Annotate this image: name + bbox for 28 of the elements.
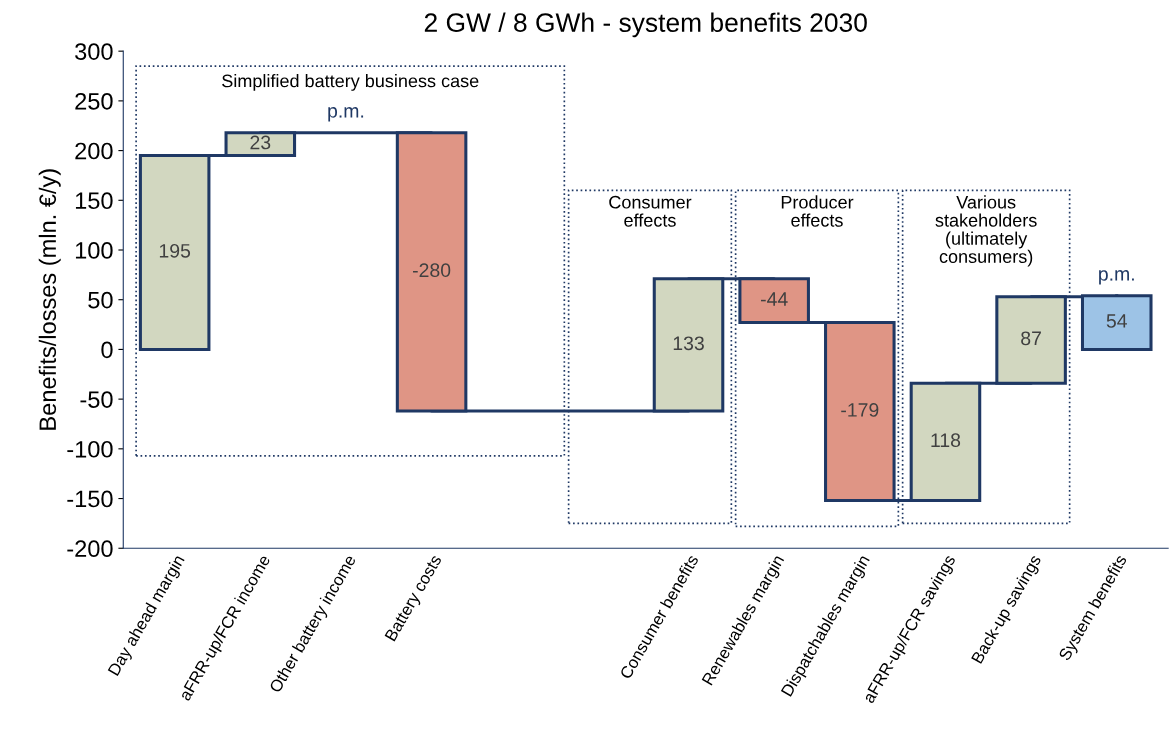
- y-tick-label: -50: [80, 391, 113, 408]
- data-label: 23: [250, 135, 271, 150]
- data-label: 54: [1106, 314, 1127, 328]
- data-label: 118: [931, 433, 961, 448]
- y-axis-title: Benefits/losses (mln. €/y): [38, 169, 61, 430]
- data-label: 87: [1021, 331, 1041, 346]
- chart-title: 2 GW / 8 GWh - system benefits 2030: [424, 12, 867, 38]
- y-tick-label: -200: [67, 540, 113, 558]
- y-tick-label: 150: [75, 192, 113, 210]
- y-tick-label: 0: [101, 341, 113, 359]
- y-tick-label: -150: [67, 490, 113, 508]
- y-tick-label: 250: [75, 92, 113, 110]
- annotation: Consumer effects: [609, 195, 692, 227]
- annotation: Producer effects: [781, 195, 854, 227]
- annotation: p.m.: [328, 107, 364, 122]
- data-label: -44: [760, 292, 788, 306]
- data-label: -179: [841, 403, 879, 417]
- y-tick-label: 300: [75, 43, 113, 60]
- data-label: -280: [413, 263, 451, 278]
- y-tick-label: -100: [67, 440, 113, 458]
- y-tick-label: 50: [88, 291, 113, 309]
- data-label: 195: [159, 243, 191, 258]
- y-tick-label: 100: [75, 242, 113, 259]
- annotation: p.m.: [1099, 270, 1134, 285]
- y-tick-label: 200: [75, 142, 113, 160]
- annotation: Various stakeholders (ultimately consumers): [935, 195, 1037, 267]
- annotation: Simplified battery business case: [222, 74, 479, 91]
- data-label: 133: [673, 336, 704, 351]
